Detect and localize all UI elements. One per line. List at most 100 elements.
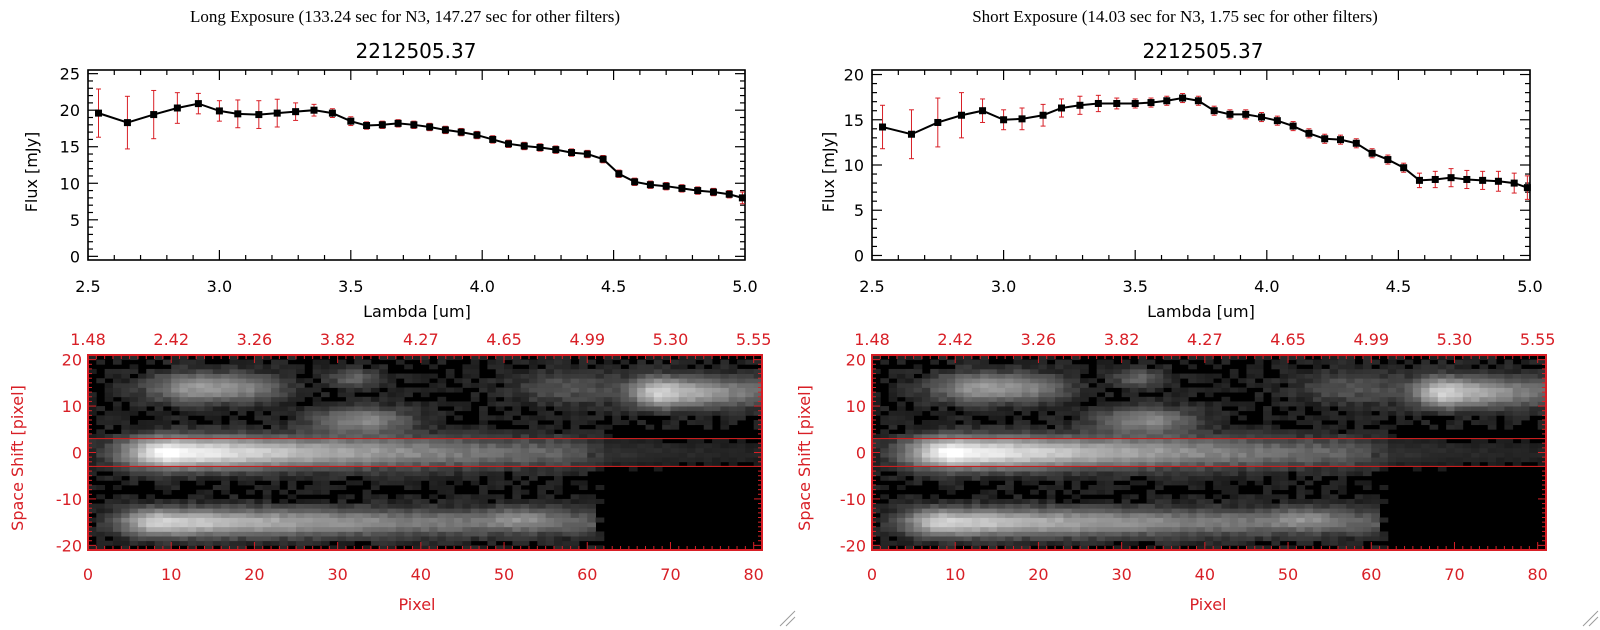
image-pixel [212,392,222,398]
image-pixel [354,420,363,426]
image-pixel [520,457,530,463]
image-pixel [562,545,572,551]
image-pixel [1163,433,1172,439]
image-pixel [1005,522,1014,528]
image-pixel [980,410,989,416]
image-pixel [1221,485,1231,491]
image-pixel [504,526,513,532]
image-pixel [104,368,114,374]
image-pixel [487,471,497,477]
image-pixel [612,420,621,426]
image-pixel [595,517,605,523]
image-pixel [1163,429,1172,435]
image-pixel [1088,410,1098,416]
image-pixel [1163,536,1172,542]
image-pixel [196,522,205,528]
image-pixel [753,382,763,388]
image-pixel [913,429,923,435]
image-pixel [162,373,172,379]
image-pixel [980,522,989,528]
image-pixel [1104,447,1114,453]
image-pixel [304,433,314,439]
image-pixel [963,475,973,481]
image-pixel [1080,475,1089,481]
image-pixel [395,536,405,542]
image-pixel [562,531,572,537]
image-pixel [930,396,939,402]
image-pixel [1213,508,1222,514]
image-pixel [1221,433,1231,439]
image-pixel [154,387,164,393]
image-pixel [888,433,898,439]
image-pixel [1179,410,1189,416]
image-pixel [495,466,505,472]
image-pixel [578,387,588,393]
x-tick-label: 3.5 [338,277,363,296]
image-pixel [304,536,314,542]
image-pixel [154,522,164,528]
image-pixel [429,415,438,421]
image-pixel [1055,475,1064,481]
image-pixel [988,382,998,388]
image-pixel [1121,466,1131,472]
image-pixel [479,378,488,384]
image-pixel [237,512,247,518]
image-pixel [1171,382,1181,388]
image-pixel [479,471,488,477]
image-pixel [1055,471,1064,477]
image-pixel [753,410,763,416]
image-pixel [137,387,147,393]
image-pixel [695,420,705,426]
image-pixel [337,438,347,444]
image-pixel [913,401,923,407]
image-pixel [221,503,230,509]
image-pixel [872,461,881,467]
image-pixel [221,536,230,542]
image-pixel [1146,424,1156,430]
image-pixel [404,540,413,546]
image-pixel [695,447,705,453]
image-pixel [628,406,638,412]
image-pixel [603,382,613,388]
image-pixel [1154,415,1164,421]
image-pixel [337,545,347,551]
image-pixel [146,401,155,407]
data-point [646,181,654,189]
image-pixel [429,429,438,435]
image-pixel [1088,508,1098,514]
image-pixel [587,536,596,542]
image-pixel [221,517,230,523]
image-pixel [595,387,605,393]
image-pixel [529,392,538,398]
image-pixel [971,503,981,509]
image-pixel [121,355,130,361]
image-pixel [271,378,280,384]
image-pixel [587,494,596,500]
image-pixel [1238,480,1247,486]
image-pixel [279,368,289,374]
image-pixel [1088,489,1098,495]
image-pixel [1171,424,1181,430]
image-pixel [470,480,480,486]
image-pixel [1171,420,1181,426]
image-pixel [495,522,505,528]
image-pixel [1021,508,1031,514]
image-pixel [287,494,297,500]
top-tick-label: 1.48 [70,330,106,349]
image-pixel [329,503,339,509]
image-pixel [603,392,613,398]
image-pixel [221,410,230,416]
image-pixel [1104,503,1114,509]
image-pixel [1138,420,1147,426]
image-pixel [620,420,630,426]
image-pixel [1121,522,1131,528]
image-pixel [1013,447,1023,453]
image-pixel [545,540,555,546]
image-pixel [504,392,513,398]
image-pixel [404,433,413,439]
image-pixel [1196,526,1206,532]
image-pixel [1188,378,1197,384]
image-pixel [470,396,480,402]
image-pixel [703,461,713,467]
image-pixel [246,522,255,528]
